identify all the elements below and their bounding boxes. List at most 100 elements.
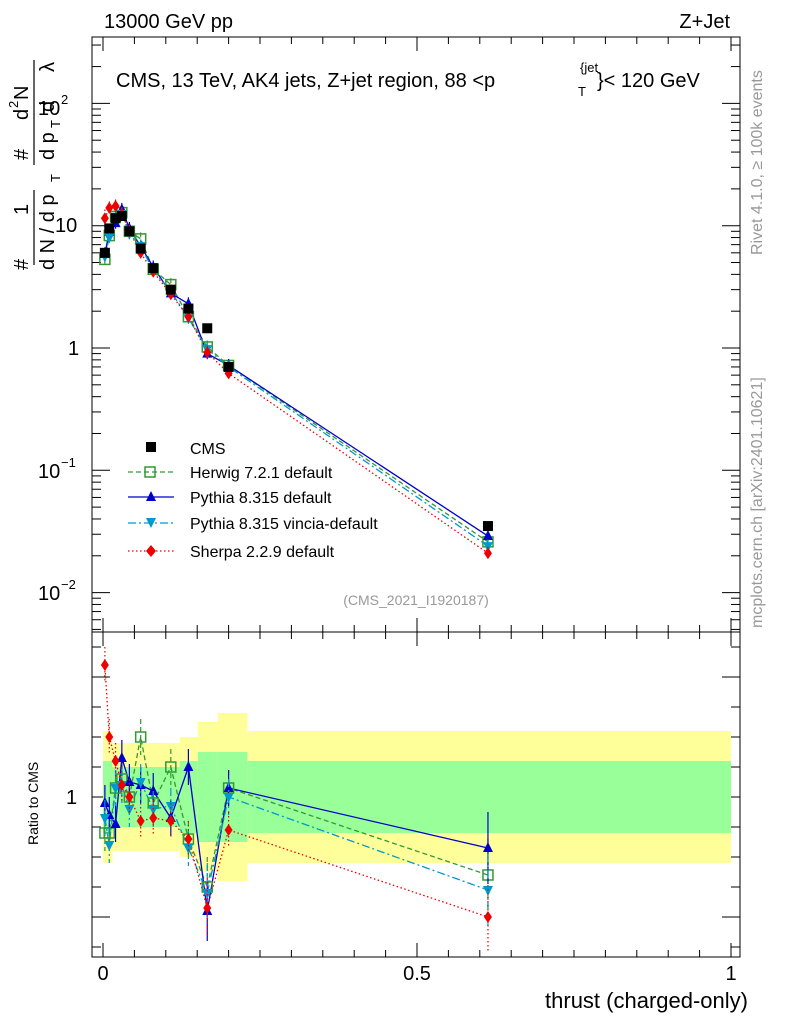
ratio-point — [165, 761, 177, 773]
svg-text:−1: −1 — [61, 455, 76, 470]
y-axis-title: # 1 d N / d p T # d 2 N d p T d λ — [6, 60, 63, 270]
data-point — [104, 233, 115, 244]
legend-entry-herwig: Herwig 7.2.1 default — [128, 465, 333, 482]
legend: CMS Herwig 7.2.1 default Pythia 8.315 de… — [128, 441, 378, 561]
header-right: Z+Jet — [679, 11, 730, 33]
legend-entry-cms: CMS — [146, 441, 226, 458]
svg-text:1: 1 — [11, 204, 33, 215]
cms-data-point — [223, 361, 234, 372]
legend-entry-sherpa: Sherpa 2.2.9 default — [128, 544, 335, 561]
data-point — [111, 199, 120, 212]
ratio-point — [134, 731, 147, 743]
data-point — [105, 201, 114, 214]
svg-text:d N / d p: d N / d p — [37, 194, 59, 270]
cms-data-point — [124, 226, 135, 237]
ratio-point — [104, 841, 115, 851]
legend-marker-pythia — [146, 491, 156, 501]
analysis-id: (CMS_2021_I1920187) — [343, 592, 489, 608]
svg-text:10: 10 — [38, 583, 60, 605]
svg-text:Pythia 8.315 vincia-default: Pythia 8.315 vincia-default — [190, 516, 378, 533]
plot-title: CMS, 13 TeV, AK4 jets, Z+jet region, 88 … — [116, 60, 701, 99]
svg-text:Sherpa 2.2.9 default: Sherpa 2.2.9 default — [190, 544, 335, 561]
series-line-ratio — [104, 780, 489, 896]
y-tick-label-1: 1 — [68, 338, 79, 360]
ratio-point — [203, 902, 212, 914]
svg-text:−2: −2 — [61, 577, 76, 592]
cms-data-point — [183, 303, 194, 314]
ratio-point — [482, 842, 493, 852]
svg-text:2: 2 — [61, 92, 68, 107]
ratio-point — [183, 761, 194, 771]
cms-uncertainty-bands — [103, 713, 731, 881]
data-point — [100, 212, 109, 225]
header-left: 13000 GeV pp — [104, 11, 233, 33]
svg-text:CMS, 13 TeV, AK4 jets, Z+jet r: CMS, 13 TeV, AK4 jets, Z+jet region, 88 … — [116, 70, 495, 92]
svg-text:d: d — [37, 101, 59, 112]
svg-text:2: 2 — [6, 101, 21, 108]
svg-text:}< 120 GeV: }< 120 GeV — [597, 70, 701, 92]
svg-text:λ: λ — [37, 62, 59, 72]
ratio-point — [135, 778, 146, 788]
axis-ticks — [92, 37, 740, 957]
ratio-point — [110, 784, 121, 794]
ratio-point — [111, 755, 120, 767]
ratio-point — [110, 818, 121, 828]
y-tick-label-100: 10 2 — [38, 92, 68, 120]
series-line-main — [104, 207, 489, 537]
ratio-point — [100, 659, 109, 671]
ratio-point — [124, 805, 135, 815]
legend-marker-sherpa — [146, 545, 156, 557]
ratio-point — [125, 791, 134, 803]
cms-data-point — [99, 247, 110, 258]
y-tick-label-10: 10 — [55, 215, 77, 237]
svg-text:T: T — [578, 84, 586, 99]
svg-text:T: T — [48, 120, 63, 128]
band-inner — [217, 752, 248, 842]
x-axis-label: thrust (charged-only) — [545, 988, 748, 1013]
legend-marker-cms — [146, 442, 156, 452]
svg-text:T: T — [48, 174, 63, 182]
ratio-point — [149, 812, 158, 824]
ratio-plot-frame — [91, 631, 741, 958]
ratio-axis-label: Ratio to CMS — [25, 762, 41, 845]
svg-text:Pythia 8.315 default: Pythia 8.315 default — [190, 490, 332, 507]
mcplots-label: mcplots.cern.ch [arXiv:2401.10621] — [749, 377, 766, 628]
main-plot-frame — [91, 36, 741, 633]
ratio-point — [184, 833, 193, 845]
data-points — [99, 199, 494, 953]
data-point — [184, 310, 193, 323]
ratio-point — [124, 776, 135, 786]
cms-data-point — [104, 223, 115, 234]
svg-text:#: # — [11, 258, 33, 270]
ratio-tick-label-1: 1 — [66, 787, 77, 809]
legend-entry-vincia: Pythia 8.315 vincia-default — [128, 516, 378, 533]
data-point — [483, 547, 492, 560]
legend-entry-pythia: Pythia 8.315 default — [128, 490, 332, 507]
ratio-point — [99, 814, 110, 824]
ratio-point — [148, 785, 159, 795]
cms-data-point — [116, 211, 127, 222]
y-tick-label-0.1: 10 −1 — [38, 455, 76, 483]
x-tick-label-0: 0 — [97, 963, 108, 985]
svg-text:{jet: {jet — [580, 60, 598, 75]
band-inner — [146, 767, 163, 827]
cms-data-point — [482, 521, 493, 532]
legend-marker-vincia — [146, 518, 156, 528]
cms-data-point — [148, 263, 159, 274]
ratio-point — [105, 731, 114, 743]
svg-text:d: d — [11, 109, 33, 120]
legend-marker-herwig — [144, 466, 156, 478]
cms-data-point — [202, 323, 213, 334]
svg-text:CMS: CMS — [190, 441, 226, 458]
ratio-point — [224, 824, 233, 836]
svg-text:10: 10 — [38, 98, 60, 120]
series-line-ratio — [104, 736, 489, 890]
ratio-point — [482, 886, 493, 896]
ratio-point — [117, 779, 126, 791]
x-tick-label-0.5: 0.5 — [403, 963, 431, 985]
cms-data-point — [135, 243, 146, 254]
ratio-point — [223, 793, 234, 803]
ratio-point — [136, 815, 145, 827]
x-tick-label-1: 1 — [725, 963, 736, 985]
